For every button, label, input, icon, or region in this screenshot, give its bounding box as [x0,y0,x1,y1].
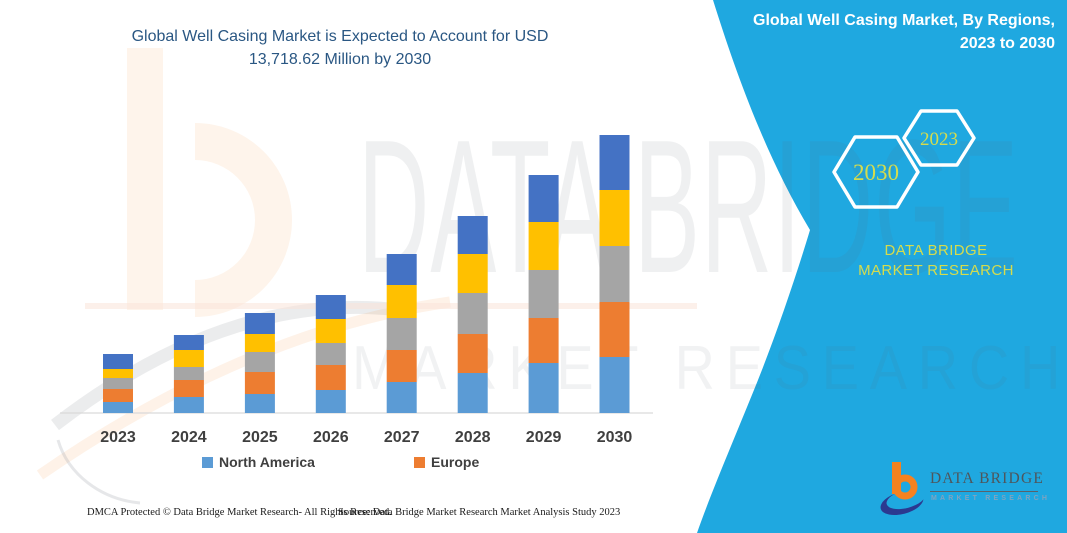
chart-legend: North America Europe [55,454,655,474]
bar-segment-2027-unlabeled-region-gray [386,318,417,350]
bar-segment-2028-unlabeled-region-dark-blue [457,216,488,254]
bar-segment-2023-unlabeled-region-dark-blue [103,354,133,369]
bar-segment-2026-unlabeled-region-gray [315,343,346,365]
bar-segment-2030-unlabeled-region-gray [599,246,630,302]
year-hexagons: 2030 2023 [832,109,976,209]
bar-segment-2030-europe [599,302,630,357]
bar-segment-2029-unlabeled-region-yellow [528,222,559,270]
hexagon-2030-label: 2030 [853,160,899,185]
bar-segment-2026-unlabeled-region-dark-blue [315,295,346,319]
bar-segment-2023-unlabeled-region-gray [103,378,133,389]
legend-swatch-europe [414,456,425,468]
blue-panel-shape [697,0,1067,533]
x-axis-label-2028: 2028 [455,429,491,446]
bar-segment-2030-unlabeled-region-dark-blue [599,135,630,190]
panel-title: Global Well Casing Market, By Regions, 2… [753,12,1055,53]
bar-segment-2028-unlabeled-region-yellow [457,254,488,293]
bar-segment-2027-unlabeled-region-yellow [386,285,417,318]
logo-rule [930,491,1038,492]
panel-caption: DATA BRIDGE MARKET RESEARCH [858,242,1014,279]
bar-segment-2027-unlabeled-region-dark-blue [386,254,417,285]
bar-segment-2030-north-america [599,357,630,413]
bar-segment-2024-europe [173,380,204,397]
bar-segment-2025-unlabeled-region-yellow [244,334,275,352]
bar-segment-2029-unlabeled-region-gray [528,270,559,318]
data-bridge-logo-mark [880,462,926,516]
bar-segment-2023-north-america [103,402,133,413]
bar-segment-2029-north-america [528,363,559,413]
bar-segment-2026-europe [315,365,346,390]
bar-segment-2026-north-america [315,390,346,413]
bar-segment-2023-unlabeled-region-yellow [103,369,133,378]
bar-segment-2028-north-america [457,373,488,413]
bar-segment-2029-europe [528,318,559,363]
hexagon-2023 [902,109,976,167]
x-axis-label-2023: 2023 [100,429,136,446]
watermark-b-stem [127,48,163,310]
watermark-b-bowl [195,123,292,317]
bar-segment-2023-europe [103,389,133,402]
bar-segment-2030-unlabeled-region-yellow [599,190,630,246]
x-axis-label-2029: 2029 [526,429,562,446]
bar-segment-2024-unlabeled-region-gray [173,367,204,380]
chart-title: Global Well Casing Market is Expected to… [65,26,615,71]
logo-subtitle: MARKET RESEARCH [931,495,1051,502]
bar-segment-2028-europe [457,334,488,373]
legend-item-europe: Europe [414,454,479,470]
x-axis-label-2024: 2024 [171,429,207,446]
bar-segment-2024-unlabeled-region-dark-blue [173,335,204,350]
legend-swatch-north-america [202,456,213,468]
bar-segment-2024-unlabeled-region-yellow [173,350,204,367]
logo-b-bowl [892,474,918,500]
chart-title-line1: Global Well Casing Market is Expected to… [131,28,549,45]
x-axis-label-2026: 2026 [313,429,349,446]
x-axis-label-2030: 2030 [597,429,633,446]
chart-title-line2: 13,718.62 Million by 2030 [248,50,432,68]
bar-segment-2025-north-america [244,394,275,413]
stacked-bar-chart: 2023 2024 2025 2026 2027 2028 2029 2030 [60,135,653,446]
bar-segment-2027-north-america [386,382,417,413]
footer-source-text: Source: Data Bridge Market Research Mark… [338,507,621,518]
x-axis-label-2025: 2025 [242,429,278,446]
footer-dmca-text: DMCA Protected © Data Bridge Market Rese… [87,507,392,518]
hexagon-2030 [832,135,920,209]
bar-segment-2025-unlabeled-region-gray [244,352,275,372]
logo-wordmark: DATA BRIDGE [930,470,1045,487]
legend-label: North America [219,454,315,470]
bar-segment-2029-unlabeled-region-dark-blue [528,175,559,222]
watermark-swoosh-tail [56,439,141,505]
bar-segment-2025-europe [244,372,275,394]
bar-segment-2025-unlabeled-region-dark-blue [244,313,275,334]
legend-label: Europe [431,454,480,470]
hexagon-2023-label: 2023 [920,129,958,150]
bar-segment-2024-north-america [173,397,204,413]
legend-item-north-america: North America [202,454,315,470]
bar-segment-2028-unlabeled-region-gray [457,293,488,334]
bar-segment-2027-europe [386,350,417,382]
x-axis-label-2027: 2027 [384,429,420,446]
bar-segment-2026-unlabeled-region-yellow [315,319,346,343]
